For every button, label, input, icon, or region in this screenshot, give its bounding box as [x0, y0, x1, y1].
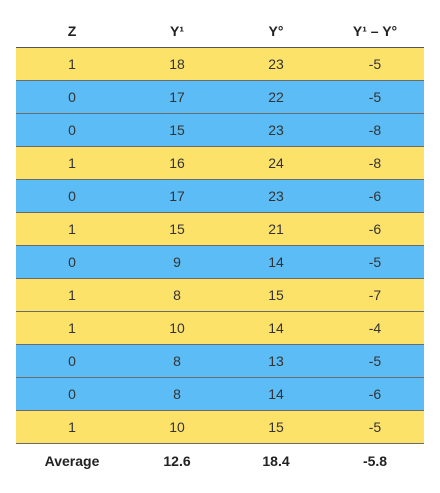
header-difference: Y¹ – Y° [326, 14, 424, 48]
table-row: 1 10 15 -5 [16, 410, 424, 444]
cell-y1: 9 [128, 245, 226, 279]
table-row: 1 18 23 -5 [16, 47, 424, 81]
average-row: Average 12.6 18.4 -5.8 [16, 444, 424, 479]
cell-y1: 15 [128, 113, 226, 147]
header-z: Z [16, 14, 128, 48]
cell-z: 1 [16, 311, 128, 345]
cell-y0: 14 [226, 245, 326, 279]
cell-difference: -5 [326, 47, 424, 81]
table-row: 1 15 21 -6 [16, 212, 424, 246]
table-row: 0 8 13 -5 [16, 344, 424, 378]
average-y1: 12.6 [163, 453, 191, 469]
table-row: 0 17 22 -5 [16, 80, 424, 114]
table-row: 1 16 24 -8 [16, 146, 424, 180]
cell-difference: -6 [326, 377, 424, 411]
cell-y1: 8 [128, 344, 226, 378]
table-row: 0 17 23 -6 [16, 179, 424, 213]
cell-z: 1 [16, 212, 128, 246]
cell-z: 0 [16, 179, 128, 213]
cell-y1: 15 [128, 212, 226, 246]
cell-z: 1 [16, 278, 128, 312]
cell-z: 0 [16, 377, 128, 411]
cell-y1: 8 [128, 278, 226, 312]
cell-z: 0 [16, 344, 128, 378]
cell-difference: -5 [326, 344, 424, 378]
cell-difference: -8 [326, 113, 424, 147]
cell-y1: 17 [128, 80, 226, 114]
cell-z: 0 [16, 80, 128, 114]
cell-difference: -8 [326, 146, 424, 180]
table-row: 0 8 14 -6 [16, 377, 424, 411]
potential-outcomes-table-container: Z Y¹ Y° Y¹ – Y° 1 18 23 -5 0 17 22 -5 0 15 23 -8 1 16… [16, 14, 424, 478]
header-y1: Y¹ [128, 14, 226, 48]
cell-z: 0 [16, 113, 128, 147]
cell-y0: 21 [226, 212, 326, 246]
cell-y0: 23 [226, 179, 326, 213]
cell-y1: 10 [128, 410, 226, 444]
cell-difference: -7 [326, 278, 424, 312]
cell-difference: -6 [326, 212, 424, 246]
cell-y0: 24 [226, 146, 326, 180]
cell-z: 1 [16, 47, 128, 81]
cell-y1: 18 [128, 47, 226, 81]
average-label: Average [44, 453, 100, 469]
cell-difference: -5 [326, 245, 424, 279]
cell-y0: 23 [226, 47, 326, 81]
cell-y0: 14 [226, 311, 326, 345]
potential-outcomes-table: Z Y¹ Y° Y¹ – Y° 1 18 23 -5 0 17 22 -5 0 15 23 -8 1 16… [16, 14, 424, 478]
table-row: 0 15 23 -8 [16, 113, 424, 147]
cell-y0: 15 [226, 410, 326, 444]
table-row: 1 8 15 -7 [16, 278, 424, 312]
cell-y1: 16 [128, 146, 226, 180]
cell-y0: 14 [226, 377, 326, 411]
cell-difference: -6 [326, 179, 424, 213]
cell-z: 1 [16, 146, 128, 180]
cell-y1: 10 [128, 311, 226, 345]
cell-y0: 13 [226, 344, 326, 378]
table-row: 1 10 14 -4 [16, 311, 424, 345]
table-footer: Average 12.6 18.4 -5.8 [16, 444, 424, 479]
table-header: Z Y¹ Y° Y¹ – Y° [16, 14, 424, 48]
cell-z: 0 [16, 245, 128, 279]
cell-y0: 15 [226, 278, 326, 312]
cell-z: 1 [16, 410, 128, 444]
cell-y0: 23 [226, 113, 326, 147]
header-row: Z Y¹ Y° Y¹ – Y° [16, 14, 424, 48]
table-body: 1 18 23 -5 0 17 22 -5 0 15 23 -8 1 16 24 -8 0 17 23 -6 1 15 21… [16, 47, 424, 444]
cell-y1: 17 [128, 179, 226, 213]
cell-difference: -5 [326, 410, 424, 444]
average-difference: -5.8 [362, 453, 388, 469]
header-y0: Y° [226, 14, 326, 48]
table-row: 0 9 14 -5 [16, 245, 424, 279]
cell-y1: 8 [128, 377, 226, 411]
cell-difference: -5 [326, 80, 424, 114]
cell-y0: 22 [226, 80, 326, 114]
average-y0: 18.4 [262, 453, 290, 469]
cell-difference: -4 [326, 311, 424, 345]
